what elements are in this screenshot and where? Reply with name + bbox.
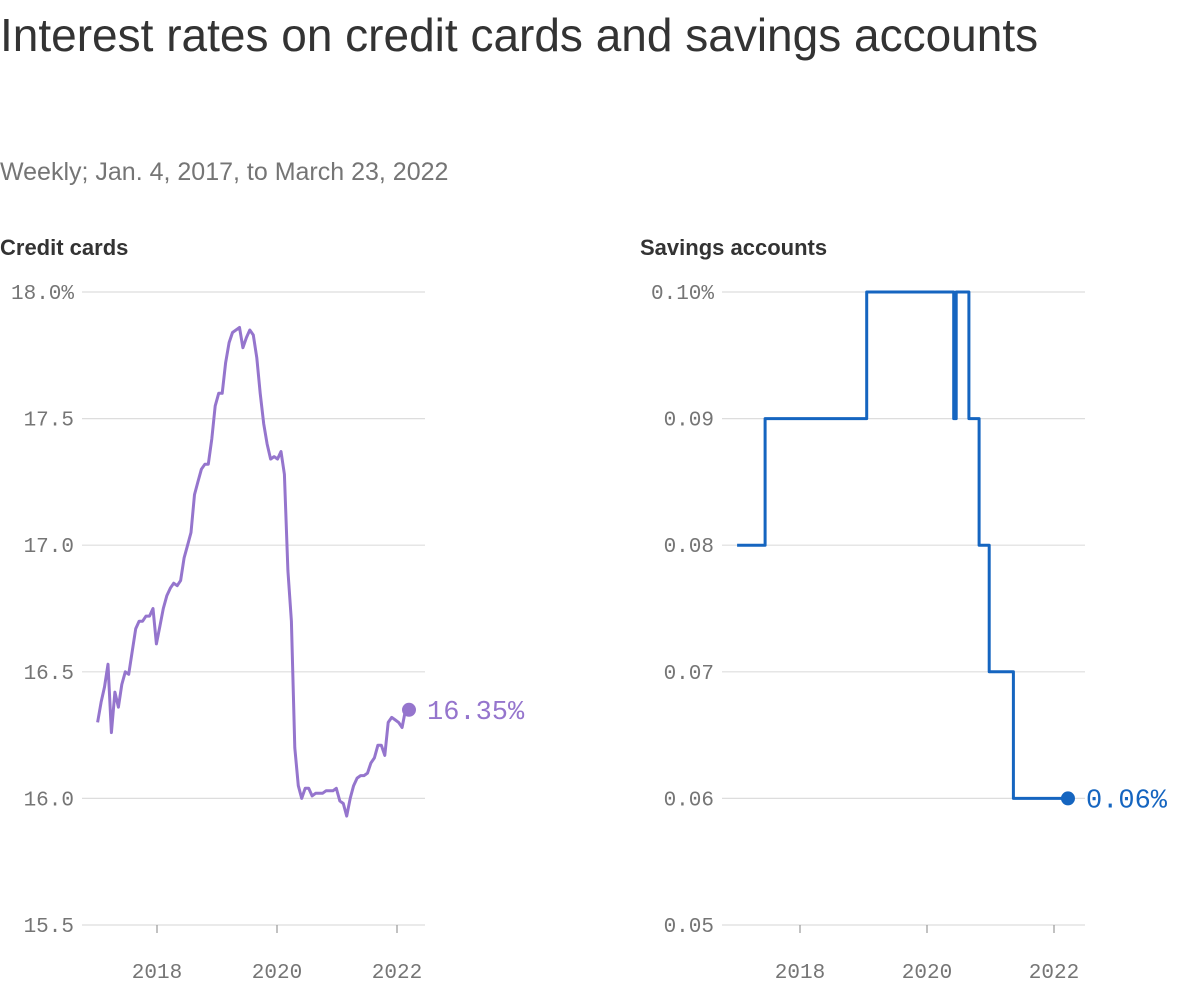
- x-tick-label: 2020: [252, 962, 302, 985]
- y-tick-label: 0.05: [664, 916, 714, 939]
- y-tick-label: 0.07: [664, 663, 714, 686]
- x-tick-label: 2018: [132, 962, 182, 985]
- y-tick-label: 15.5: [24, 916, 74, 939]
- x-tick-label: 2022: [372, 962, 422, 985]
- series-line: [96, 325, 409, 818]
- y-tick-label: 0.06: [664, 789, 714, 812]
- y-tick-label: 18.0%: [11, 283, 74, 306]
- y-tick-label: 17.5: [24, 410, 74, 433]
- y-tick-label: 0.10%: [651, 283, 714, 306]
- chart-subtitle: Weekly; Jan. 4, 2017, to March 23, 2022: [0, 158, 449, 186]
- panel-title: Savings accounts: [640, 235, 827, 260]
- y-tick-label: 16.0: [24, 789, 74, 812]
- end-value-label: 0.06%: [1086, 786, 1168, 816]
- x-tick-label: 2018: [775, 962, 825, 985]
- credit-cards-panel: Credit cards 15.5 16.0 16.5 17.0 17.5 18.0% 201…: [0, 235, 525, 985]
- savings-accounts-panel: Savings accounts 0.05 0.06 0.07 0.08 0.09 0.10…: [640, 235, 1168, 985]
- y-tick-label: 0.09: [664, 410, 714, 433]
- chart-title: Interest rates on credit cards and savin…: [0, 9, 1039, 61]
- y-tick-label: 17.0: [24, 536, 74, 559]
- end-point: [402, 702, 416, 717]
- series-line: [737, 290, 1068, 800]
- end-point: [1060, 791, 1075, 806]
- panel-title: Credit cards: [0, 235, 128, 260]
- end-value-label: 16.35%: [427, 698, 525, 728]
- y-tick-label: 16.5: [24, 663, 74, 686]
- y-tick-label: 0.08: [664, 536, 714, 559]
- x-tick-label: 2020: [902, 962, 952, 985]
- x-tick-label: 2022: [1029, 962, 1079, 985]
